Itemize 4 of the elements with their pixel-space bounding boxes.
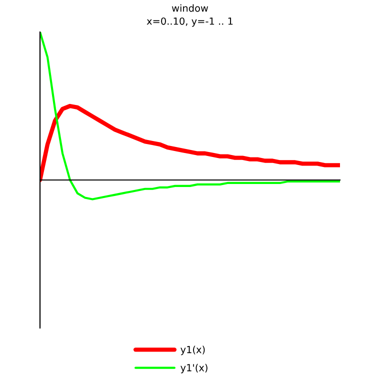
legend-label: y1(x) [180, 346, 205, 356]
chart-title: window [172, 4, 208, 12]
legend-label: y1'(x) [180, 364, 208, 374]
chart-subtitle: x=0..10, y=-1 .. 1 [146, 17, 233, 27]
